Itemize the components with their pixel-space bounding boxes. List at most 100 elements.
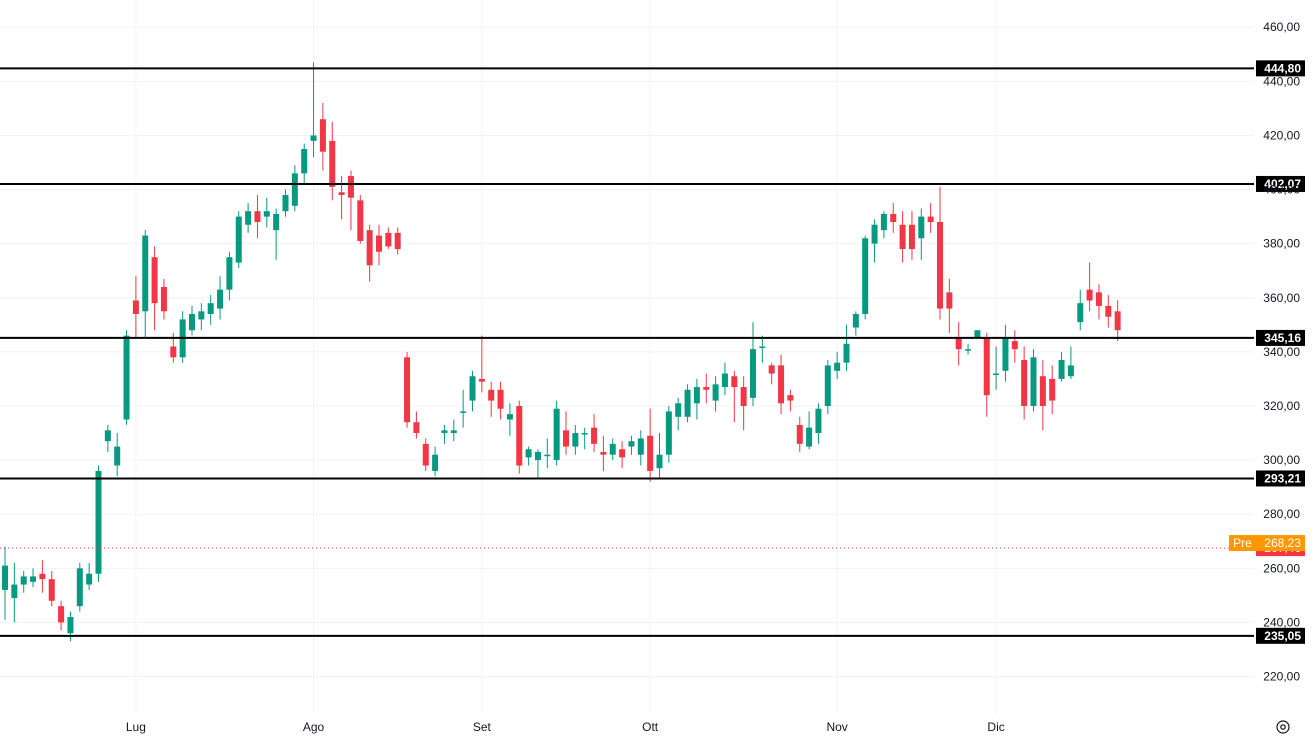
candle-body xyxy=(291,173,298,206)
candle-body xyxy=(198,311,205,320)
candle xyxy=(965,343,972,355)
level-badge xyxy=(1256,60,1305,77)
candle-body xyxy=(114,446,121,466)
candle xyxy=(11,562,18,623)
candle-body xyxy=(572,433,579,447)
candle xyxy=(600,435,607,471)
candle-body xyxy=(974,330,981,339)
candle-body xyxy=(693,387,700,404)
candle xyxy=(263,197,270,228)
candle xyxy=(899,211,906,263)
candle-body xyxy=(871,224,878,244)
candle xyxy=(693,378,700,420)
candle-body xyxy=(834,362,841,371)
level-badge xyxy=(1256,175,1305,192)
candle xyxy=(927,203,934,233)
candle xyxy=(460,389,467,428)
candle xyxy=(422,438,429,471)
candle xyxy=(95,465,102,582)
candle-body xyxy=(908,224,915,250)
candle-body xyxy=(684,389,691,417)
level-badge xyxy=(1256,329,1305,346)
candle xyxy=(450,419,457,442)
candle-body xyxy=(937,222,943,309)
candle-body xyxy=(450,430,457,434)
candle xyxy=(142,230,149,339)
candle-body xyxy=(1086,289,1093,301)
candle-body xyxy=(740,387,747,406)
candle xyxy=(937,186,943,320)
candle xyxy=(1067,346,1074,379)
y-tick-label: 280,00 xyxy=(1263,507,1300,521)
candle-body xyxy=(488,389,495,401)
candle-body xyxy=(619,449,626,458)
candle-body xyxy=(207,303,214,315)
candle xyxy=(871,219,878,263)
y-tick-label: 240,00 xyxy=(1263,615,1300,629)
candle-body xyxy=(441,430,448,434)
candle xyxy=(815,403,822,444)
y-tick-label: 460,00 xyxy=(1263,20,1300,34)
candle-body xyxy=(787,395,794,401)
x-month-label: Nov xyxy=(826,720,847,734)
candle-body xyxy=(385,232,392,247)
chart-settings-icon[interactable] xyxy=(1276,720,1290,734)
candle-body xyxy=(104,430,111,442)
candle-body xyxy=(525,449,532,458)
candle-body xyxy=(67,617,74,634)
candle-body xyxy=(151,257,158,304)
candle-body xyxy=(600,451,607,455)
candle-body xyxy=(1049,378,1056,401)
candle-body xyxy=(497,389,504,409)
candle xyxy=(310,62,317,158)
candle xyxy=(731,370,738,423)
candle xyxy=(740,376,747,431)
candle-body xyxy=(563,430,569,447)
candle-body xyxy=(1058,360,1065,379)
y-tick-label: 260,00 xyxy=(1263,561,1300,575)
candle xyxy=(628,435,635,455)
candle-body xyxy=(301,148,308,174)
candle xyxy=(1114,300,1121,342)
candle xyxy=(665,405,672,463)
candle xyxy=(291,165,298,212)
candle-body xyxy=(357,200,364,241)
candle xyxy=(1058,351,1065,382)
candle xyxy=(759,335,766,363)
candle xyxy=(394,227,401,255)
candle xyxy=(217,276,224,320)
candle-body xyxy=(534,451,541,461)
candle-body xyxy=(282,194,289,212)
candle-body xyxy=(1105,305,1112,317)
candle-body xyxy=(58,606,65,623)
candle-body xyxy=(637,438,644,455)
candle-body xyxy=(852,314,859,328)
candle-body xyxy=(731,376,738,388)
candle-body xyxy=(86,573,93,585)
y-tick-label: 340,00 xyxy=(1263,345,1300,359)
premarket-badge xyxy=(1256,535,1305,552)
candle xyxy=(852,311,859,336)
horizontal-levels: 444,80402,07345,16293,21235,05267,46Pre2… xyxy=(0,60,1305,644)
candle-body xyxy=(656,454,663,469)
candle-body xyxy=(843,343,850,363)
candle xyxy=(1049,365,1056,415)
premarket-tag xyxy=(1229,535,1256,552)
y-tick-label: 320,00 xyxy=(1263,399,1300,413)
candle-body xyxy=(460,411,467,413)
candle-body xyxy=(890,213,897,223)
candle-body xyxy=(824,365,831,406)
candle-body xyxy=(95,470,102,574)
candle xyxy=(796,416,803,452)
candle-body xyxy=(955,338,962,350)
candle-body xyxy=(273,213,280,231)
level-label: 402,07 xyxy=(1264,177,1301,191)
candle xyxy=(86,562,93,590)
candle-body xyxy=(553,408,560,461)
candle xyxy=(768,362,775,385)
candle xyxy=(198,303,205,331)
candle-body xyxy=(965,349,972,351)
candle-body xyxy=(39,573,46,580)
candle-body xyxy=(404,357,411,423)
